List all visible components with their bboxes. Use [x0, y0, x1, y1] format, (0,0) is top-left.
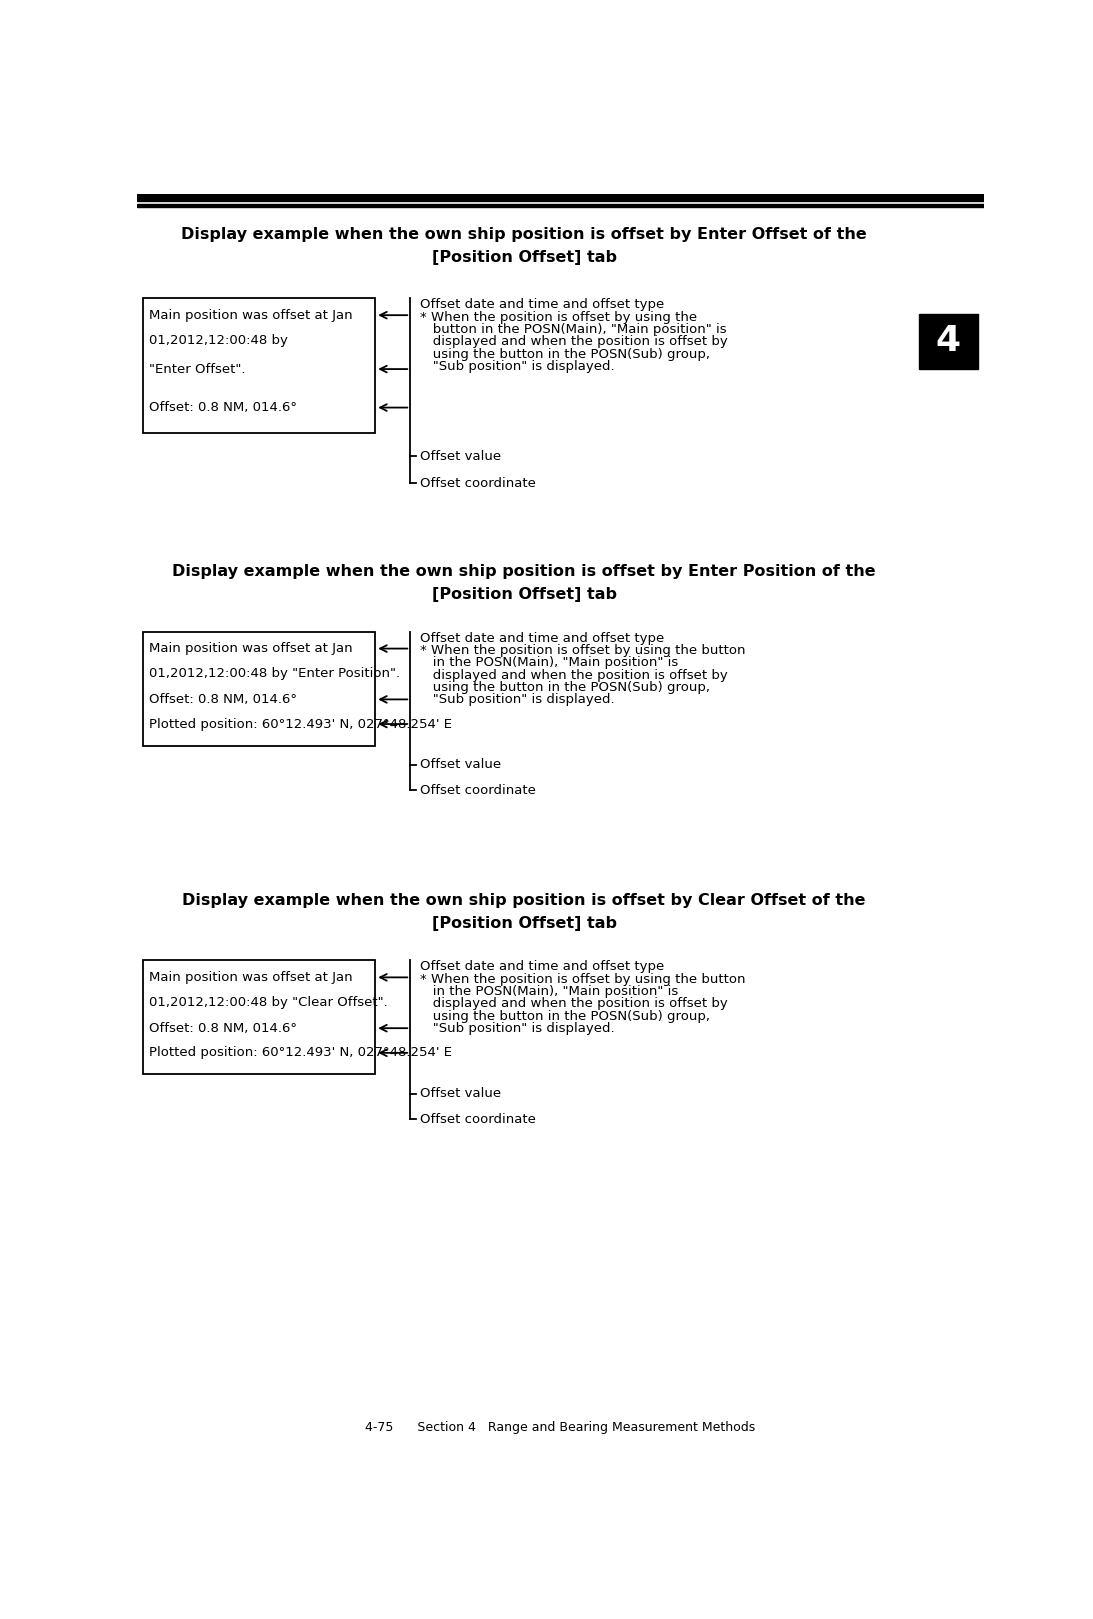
Bar — [143, 298, 375, 432]
Text: [Position Offset] tab: [Position Offset] tab — [432, 916, 616, 931]
Text: Offset value: Offset value — [420, 758, 501, 771]
Text: Offset: 0.8 NM, 014.6°: Offset: 0.8 NM, 014.6° — [149, 1022, 297, 1035]
Text: displayed and when the position is offset by: displayed and when the position is offse… — [420, 335, 727, 348]
Text: Plotted position: 60°12.493' N, 027°48.254' E: Plotted position: 60°12.493' N, 027°48.2… — [149, 1046, 453, 1059]
Bar — [143, 960, 375, 1075]
Text: displayed and when the position is offset by: displayed and when the position is offse… — [420, 997, 727, 1010]
Text: 01,2012,12:00:48 by "Clear Offset".: 01,2012,12:00:48 by "Clear Offset". — [149, 996, 388, 1009]
Text: Offset date and time and offset type: Offset date and time and offset type — [420, 960, 663, 973]
Text: Offset: 0.8 NM, 014.6°: Offset: 0.8 NM, 014.6° — [149, 693, 297, 706]
Text: Main position was offset at Jan: Main position was offset at Jan — [149, 309, 353, 322]
Text: "Enter Offset".: "Enter Offset". — [149, 363, 246, 376]
Text: [Position Offset] tab: [Position Offset] tab — [432, 588, 616, 602]
Text: Main position was offset at Jan: Main position was offset at Jan — [149, 643, 353, 656]
Text: Offset value: Offset value — [420, 1086, 501, 1101]
Text: "Sub position" is displayed.: "Sub position" is displayed. — [420, 359, 614, 372]
Text: using the button in the POSN(Sub) group,: using the button in the POSN(Sub) group, — [420, 1010, 709, 1023]
Text: using the button in the POSN(Sub) group,: using the button in the POSN(Sub) group, — [420, 682, 709, 695]
Bar — [137, 204, 984, 207]
Text: * When the position is offset by using the button: * When the position is offset by using t… — [420, 973, 745, 986]
Bar — [143, 631, 375, 746]
Text: Display example when the own ship position is offset by Enter Position of the: Display example when the own ship positi… — [173, 563, 875, 580]
Text: Offset coordinate: Offset coordinate — [420, 784, 536, 797]
Text: * When the position is offset by using the button: * When the position is offset by using t… — [420, 644, 745, 657]
Text: Offset coordinate: Offset coordinate — [420, 476, 536, 489]
Bar — [919, 314, 977, 369]
Text: Main position was offset at Jan: Main position was offset at Jan — [149, 971, 353, 984]
Text: Offset coordinate: Offset coordinate — [420, 1112, 536, 1125]
Text: displayed and when the position is offset by: displayed and when the position is offse… — [420, 669, 727, 682]
Text: using the button in the POSN(Sub) group,: using the button in the POSN(Sub) group, — [420, 348, 709, 361]
Text: Offset date and time and offset type: Offset date and time and offset type — [420, 298, 663, 311]
Text: Plotted position: 60°12.493' N, 027°48.254' E: Plotted position: 60°12.493' N, 027°48.2… — [149, 717, 453, 730]
Text: Offset: 0.8 NM, 014.6°: Offset: 0.8 NM, 014.6° — [149, 402, 297, 414]
Text: * When the position is offset by using the: * When the position is offset by using t… — [420, 311, 696, 324]
Text: Display example when the own ship position is offset by Enter Offset of the: Display example when the own ship positi… — [181, 227, 867, 241]
Text: 4-75      Section 4   Range and Bearing Measurement Methods: 4-75 Section 4 Range and Bearing Measure… — [365, 1420, 755, 1433]
Text: "Sub position" is displayed.: "Sub position" is displayed. — [420, 1022, 614, 1035]
Text: in the POSN(Main), "Main position" is: in the POSN(Main), "Main position" is — [420, 656, 678, 669]
Text: button in the POSN(Main), "Main position" is: button in the POSN(Main), "Main position… — [420, 322, 726, 335]
Text: [Position Offset] tab: [Position Offset] tab — [432, 249, 616, 266]
Bar — [137, 194, 984, 201]
Text: in the POSN(Main), "Main position" is: in the POSN(Main), "Main position" is — [420, 984, 678, 997]
Text: 01,2012,12:00:48 by "Enter Position".: 01,2012,12:00:48 by "Enter Position". — [149, 667, 400, 680]
Text: 01,2012,12:00:48 by: 01,2012,12:00:48 by — [149, 334, 287, 346]
Text: Offset date and time and offset type: Offset date and time and offset type — [420, 631, 663, 644]
Text: Offset value: Offset value — [420, 450, 501, 463]
Text: Display example when the own ship position is offset by Clear Offset of the: Display example when the own ship positi… — [183, 892, 866, 908]
Text: 4: 4 — [936, 324, 961, 358]
Text: "Sub position" is displayed.: "Sub position" is displayed. — [420, 693, 614, 706]
